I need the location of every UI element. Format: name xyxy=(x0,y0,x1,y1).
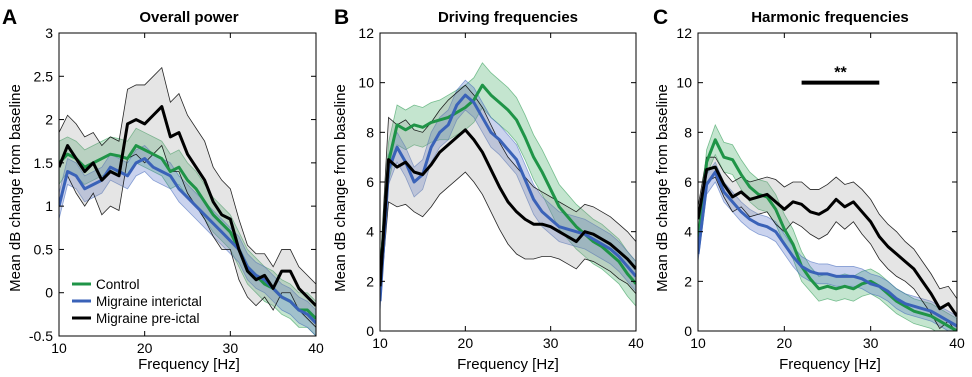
band-upper-control xyxy=(380,62,636,269)
panel-letter-a: A xyxy=(2,6,17,29)
y-tick-label: 3 xyxy=(45,25,53,41)
band-lower-control xyxy=(698,153,937,331)
y-axis-label-b: Mean dB change from baseline xyxy=(332,84,349,292)
x-tick-label: 30 xyxy=(223,340,239,356)
y-tick-label: 0 xyxy=(45,285,53,301)
x-tick-label: 20 xyxy=(137,340,153,356)
y-tick-label: 2 xyxy=(684,273,692,289)
chart-title-a: Overall power xyxy=(139,9,238,26)
y-tick-label: 4 xyxy=(684,224,692,240)
band-lower-control xyxy=(380,106,636,307)
y-tick-label: 10 xyxy=(676,75,692,91)
series-line-control xyxy=(698,138,957,331)
y-tick-label: 0 xyxy=(366,323,374,339)
y-tick-label: 6 xyxy=(366,174,374,190)
band-upper-control xyxy=(59,127,316,302)
series-line-migraine-interictal xyxy=(698,170,957,328)
band-lower-migraine-pre-ictal xyxy=(59,144,316,328)
panel-a: A Overall power Frequency [Hz] Mean dB c… xyxy=(2,6,324,373)
y-tick-label: -0.5 xyxy=(29,328,53,344)
series-group xyxy=(59,66,316,336)
panel-c: C Harmonic frequencies Frequency [Hz] Me… xyxy=(653,6,965,373)
plot-area-a: 10 20 30 40 -0.5 0 0.5 1 1.5 2 2.5 3 xyxy=(29,25,324,356)
x-tick-label: 20 xyxy=(458,335,474,351)
x-tick-label: 10 xyxy=(372,335,388,351)
y-tick-label: 10 xyxy=(358,75,374,91)
band-lower-migraine-interictal xyxy=(59,171,316,336)
chart-title-b: Driving frequencies xyxy=(438,9,578,26)
band-upper-migraine-interictal xyxy=(698,161,957,317)
y-tick-label: 2 xyxy=(366,273,374,289)
band-lower-migraine-pre-ictal xyxy=(380,171,636,302)
significance-label: ** xyxy=(834,65,847,82)
series-line-migraine-pre-ictal xyxy=(59,105,316,307)
legend-label-control: Control xyxy=(96,277,140,292)
series-line-control xyxy=(380,83,636,285)
chart-title-c: Harmonic frequencies xyxy=(751,9,909,26)
y-tick-label: 0 xyxy=(684,323,692,339)
y-tick-label: 12 xyxy=(358,25,374,41)
series-group xyxy=(380,62,636,312)
y-tick-label: 0.5 xyxy=(34,241,54,257)
x-tick-label: 10 xyxy=(690,335,706,351)
x-axis-label-a: Frequency [Hz] xyxy=(138,356,240,373)
plot-area-c: 10 20 30 40 0 2 4 6 8 10 12 ** xyxy=(676,25,965,351)
y-tick-label: 8 xyxy=(684,124,692,140)
series-line-migraine-pre-ictal xyxy=(698,165,957,317)
y-tick-label: 2.5 xyxy=(34,68,54,84)
band-migraine-pre-ictal xyxy=(380,85,636,302)
band-migraine-interictal xyxy=(698,162,957,331)
panel-b: B Driving frequencies Frequency [Hz] Mea… xyxy=(332,6,644,373)
y-tick-label: 8 xyxy=(366,124,374,140)
band-control xyxy=(380,62,636,307)
series-line-migraine-pre-ictal xyxy=(380,128,636,287)
series-group xyxy=(698,123,957,331)
y-tick-label: 4 xyxy=(366,224,374,240)
x-axis-label-b: Frequency [Hz] xyxy=(457,356,559,373)
x-axis-label-c: Frequency [Hz] xyxy=(779,356,881,373)
y-axis-label-c: Mean dB change from baseline xyxy=(654,84,671,292)
x-tick-label: 10 xyxy=(51,340,67,356)
x-tick-label: 40 xyxy=(949,335,965,351)
legend-label-migraine-pre-ictal: Migraine pre-ictal xyxy=(96,311,200,326)
band-upper-migraine-interictal xyxy=(59,145,316,311)
band-migraine-pre-ictal xyxy=(698,157,957,331)
band-lower-migraine-interictal xyxy=(698,181,950,331)
x-tick-label: 20 xyxy=(777,335,793,351)
band-lower-migraine-interictal xyxy=(380,109,636,312)
y-tick-label: 6 xyxy=(684,174,692,190)
y-tick-label: 2 xyxy=(45,112,53,128)
band-migraine-interictal xyxy=(380,80,636,312)
x-tick-label: 40 xyxy=(628,335,644,351)
band-upper-migraine-interictal xyxy=(380,79,636,292)
x-tick-label: 30 xyxy=(863,335,879,351)
plot-area-b: 10 20 30 40 0 2 4 6 8 10 12 xyxy=(358,25,644,351)
panel-letter-b: B xyxy=(334,6,349,29)
band-lower-migraine-pre-ictal xyxy=(698,176,956,331)
legend-label-migraine-interictal: Migraine interictal xyxy=(96,294,202,309)
y-tick-label: 12 xyxy=(676,25,692,41)
y-axis-label-a: Mean dB change from baseline xyxy=(7,84,24,292)
band-upper-migraine-pre-ictal xyxy=(59,66,316,285)
band-migraine-pre-ictal xyxy=(59,67,316,328)
legend: Control Migraine interictal Migraine pre… xyxy=(72,277,202,326)
x-tick-label: 30 xyxy=(543,335,559,351)
y-tick-label: 1 xyxy=(45,198,53,214)
panel-letter-c: C xyxy=(653,6,668,29)
axes-box xyxy=(58,32,317,337)
band-upper-migraine-pre-ictal xyxy=(380,84,636,272)
x-tick-label: 40 xyxy=(308,340,324,356)
y-tick-label: 1.5 xyxy=(34,155,54,171)
